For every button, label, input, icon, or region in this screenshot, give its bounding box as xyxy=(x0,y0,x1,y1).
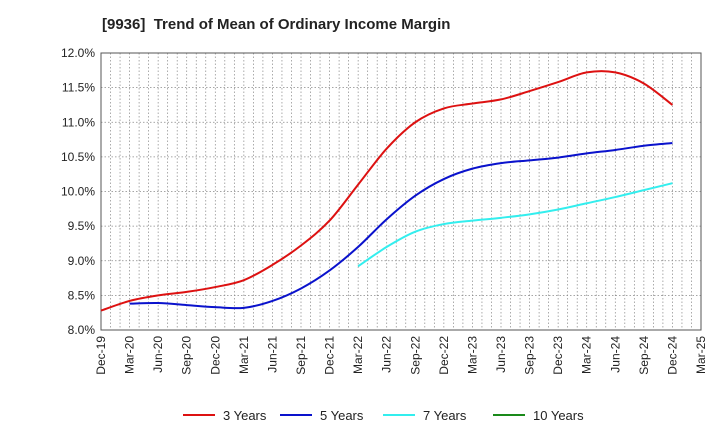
x-tick-label: Dec-19 xyxy=(94,336,108,375)
x-tick-label: Dec-21 xyxy=(323,336,337,375)
x-tick-label: Jun-20 xyxy=(151,336,165,373)
legend-label-5-years: 5 Years xyxy=(320,408,364,423)
series-line-7-years xyxy=(357,182,673,268)
y-tick-label: 12.0% xyxy=(61,46,95,60)
series-lines xyxy=(100,70,674,312)
x-tick-label: Sep-21 xyxy=(294,336,308,375)
x-tick-label: Dec-24 xyxy=(665,336,679,375)
series-line-3-years xyxy=(100,70,674,312)
x-tick-label: Sep-23 xyxy=(523,336,537,375)
y-tick-label: 11.5% xyxy=(62,81,95,95)
x-tick-label: Dec-20 xyxy=(208,336,222,375)
y-axis-ticks: 8.0% 8.5% 9.0% 9.5% 10.0% 10.5% 11.0% 11.5% 12.0… xyxy=(61,46,95,337)
x-axis-ticks: Dec-19 Mar-20 Jun-20 Sep-20 Dec-20 Mar-21 Jun-… xyxy=(94,336,708,375)
plot-area xyxy=(100,52,702,331)
x-tick-label: Mar-22 xyxy=(351,336,365,374)
legend-label-3-years: 3 Years xyxy=(223,408,267,423)
y-tick-label: 9.0% xyxy=(68,254,96,268)
x-tick-label: Mar-20 xyxy=(123,336,137,374)
y-tick-label: 8.0% xyxy=(68,323,96,337)
legend-label-7-years: 7 Years xyxy=(423,408,467,423)
y-tick-label: 11.0% xyxy=(62,115,95,129)
x-tick-label: Mar-21 xyxy=(237,336,251,374)
x-tick-label: Mar-24 xyxy=(580,336,594,374)
x-tick-label: Mar-23 xyxy=(465,336,479,374)
y-tick-label: 8.5% xyxy=(68,288,96,302)
x-tick-label: Jun-22 xyxy=(380,336,394,373)
x-tick-label: Dec-23 xyxy=(551,336,565,375)
x-tick-label: Dec-22 xyxy=(437,336,451,375)
legend-label-10-years: 10 Years xyxy=(533,408,584,423)
legend: 3 Years 5 Years 7 Years 10 Years xyxy=(183,408,584,423)
x-tick-label: Sep-22 xyxy=(408,336,422,375)
x-tick-label: Sep-24 xyxy=(637,336,651,375)
x-tick-label: Sep-20 xyxy=(180,336,194,375)
y-tick-label: 10.5% xyxy=(61,150,95,164)
x-tick-label: Jun-24 xyxy=(608,336,622,373)
x-tick-label: Jun-21 xyxy=(265,336,279,373)
x-tick-label: Jun-23 xyxy=(494,336,508,373)
y-tick-label: 9.5% xyxy=(68,219,96,233)
chart-title: [9936] Trend of Mean of Ordinary Income … xyxy=(102,16,451,33)
y-tick-label: 10.0% xyxy=(61,185,95,199)
grid-lines xyxy=(100,52,702,331)
series-line-5-years xyxy=(129,142,673,310)
x-tick-label: Mar-25 xyxy=(694,336,708,374)
